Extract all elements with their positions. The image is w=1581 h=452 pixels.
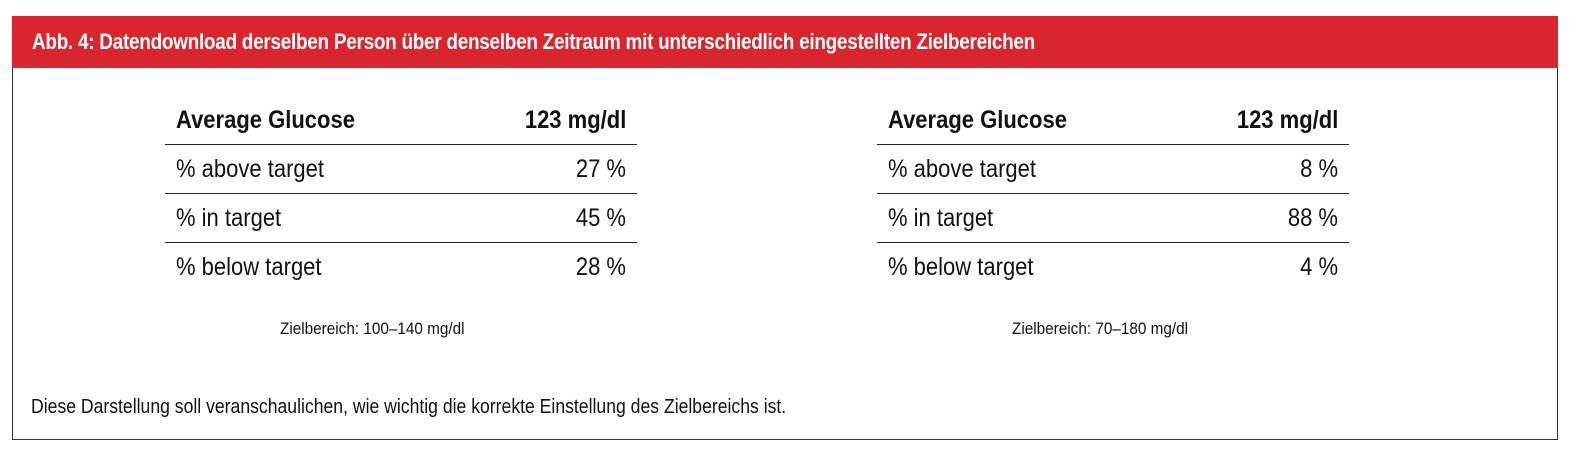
row-value: 8 % [1300, 154, 1338, 183]
glucose-table-left: Average Glucose 123 mg/dl % above target… [165, 96, 637, 292]
figure-box [12, 68, 1558, 440]
header-value: 123 mg/dl [1236, 105, 1338, 134]
figure-title: Abb. 4: Datendownload derselben Person ü… [32, 29, 1035, 54]
row-label: % below target [888, 253, 1034, 281]
row-value: 28 % [575, 253, 626, 281]
row-label: % in target [888, 203, 994, 232]
table-row: % above target 8 % [877, 145, 1349, 194]
row-label: % above target [176, 154, 324, 183]
table-row: % above target 27 % [165, 145, 637, 194]
table-header-row: Average Glucose 123 mg/dl [877, 96, 1349, 145]
header-value: 123 mg/dl [524, 105, 626, 134]
row-value: 4 % [1300, 253, 1338, 281]
row-value: 88 % [1287, 203, 1338, 232]
row-label: % below target [176, 253, 322, 281]
table-row: % in target 45 % [165, 194, 637, 243]
row-value: 45 % [575, 203, 626, 232]
table-row: % in target 88 % [877, 194, 1349, 243]
row-label: % above target [888, 154, 1036, 183]
figure-header: Abb. 4: Datendownload derselben Person ü… [12, 16, 1558, 68]
figure-footnote: Diese Darstellung soll veranschaulichen,… [31, 396, 787, 418]
header-label: Average Glucose [176, 105, 355, 134]
target-range-caption-right: Zielbereich: 70–180 mg/dl [1012, 319, 1189, 338]
table-row: % below target 4 % [877, 243, 1349, 292]
row-label: % in target [176, 203, 282, 232]
table-row: % below target 28 % [165, 243, 637, 292]
glucose-table-right: Average Glucose 123 mg/dl % above target… [877, 96, 1349, 292]
table-header-row: Average Glucose 123 mg/dl [165, 96, 637, 145]
target-range-caption-left: Zielbereich: 100–140 mg/dl [280, 319, 465, 338]
row-value: 27 % [575, 154, 626, 183]
header-label: Average Glucose [888, 105, 1067, 134]
